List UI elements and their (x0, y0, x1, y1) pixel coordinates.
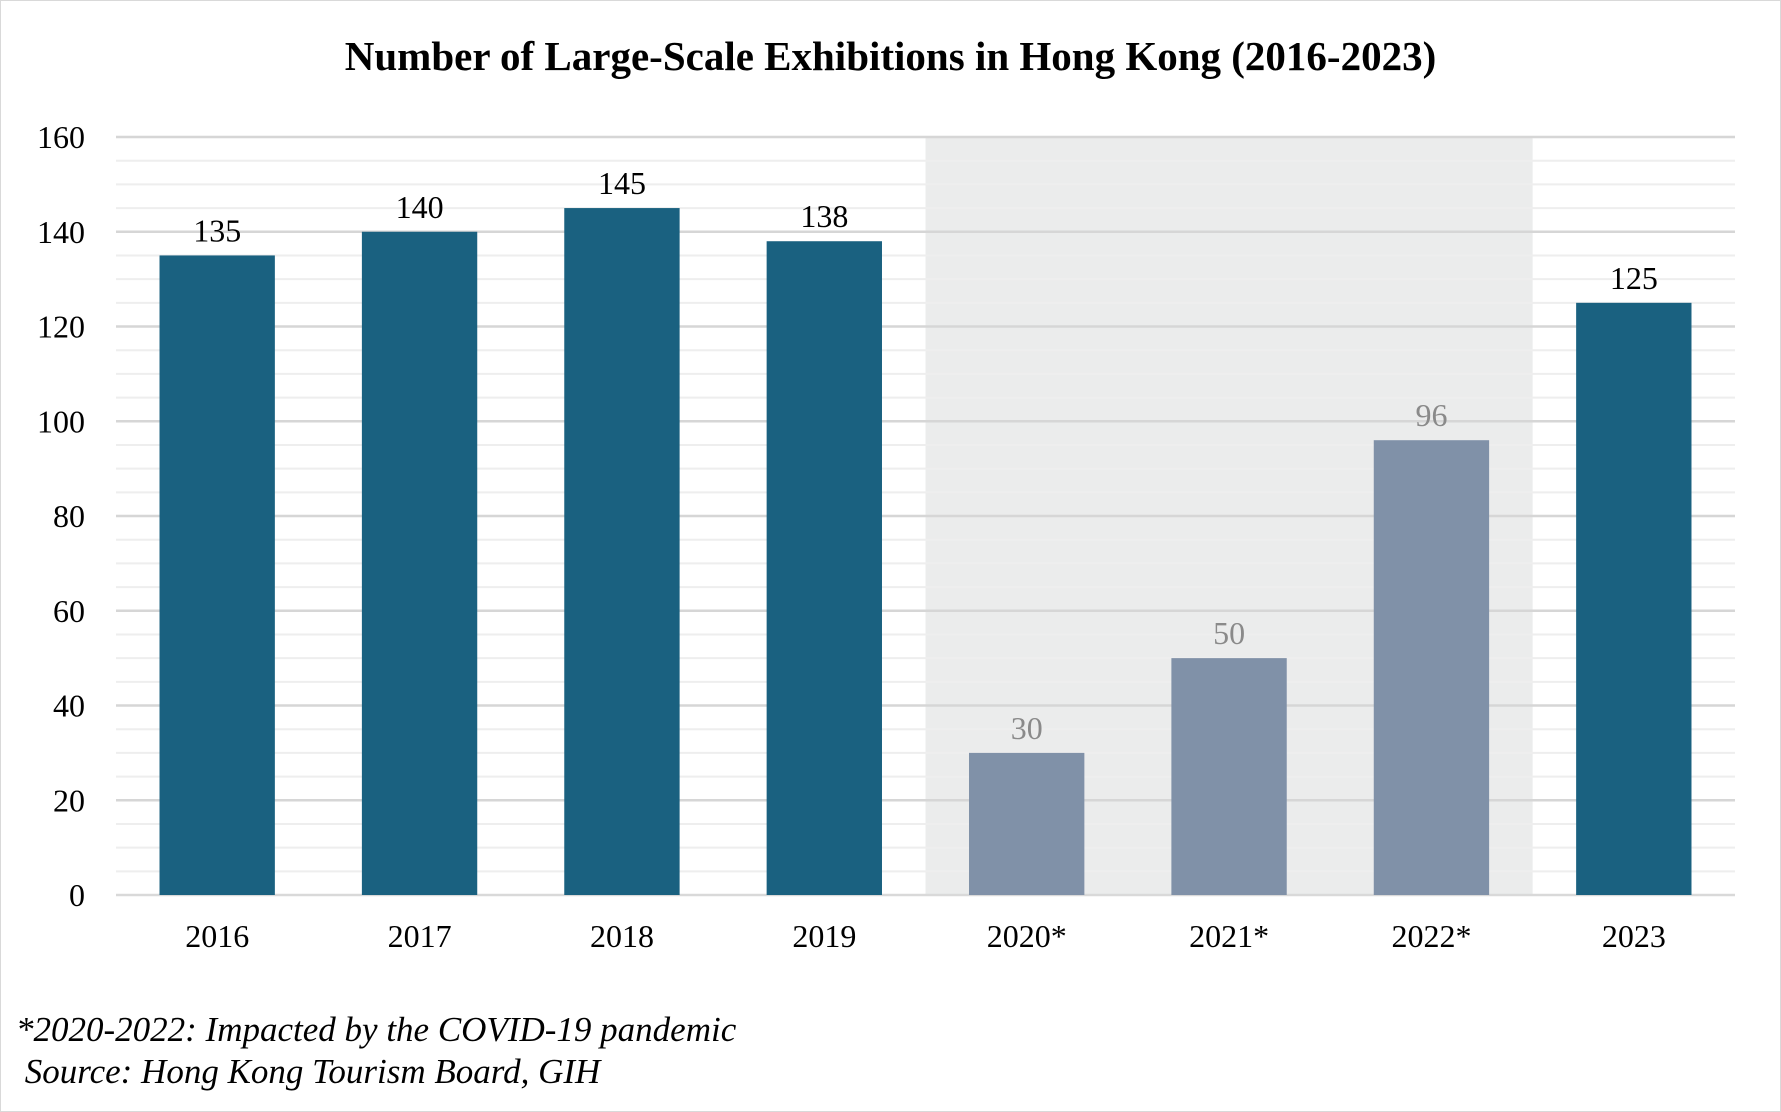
x-tick-label-2020*: 2020* (987, 918, 1067, 954)
data-labels: 135 140 145 138 30 50 96 125 (193, 165, 1658, 746)
data-label-2022*: 96 (1415, 397, 1447, 433)
y-tick-label-100: 100 (37, 403, 85, 439)
x-tick-label-2022*: 2022* (1391, 918, 1471, 954)
y-axis-ticks: 0 20 40 60 80 100 120 140 160 (37, 119, 85, 913)
bars (159, 208, 1692, 896)
y-tick-label-120: 120 (37, 309, 85, 345)
x-axis-ticks: 2016 2017 2018 2019 2020* 2021* 2022* 2023 (185, 918, 1666, 954)
x-tick-label-2023: 2023 (1602, 918, 1666, 954)
data-label-2018: 145 (598, 165, 646, 201)
y-tick-label-80: 80 (53, 498, 85, 534)
bar-2019 (766, 241, 882, 896)
bar-2023 (1576, 302, 1692, 895)
bar-2016 (159, 255, 275, 895)
covid-footnote: *2020-2022: Impacted by the COVID-19 pan… (16, 1010, 737, 1049)
y-tick-label-140: 140 (37, 214, 85, 250)
bar-2018 (564, 208, 680, 895)
x-tick-label-2018: 2018 (590, 918, 654, 954)
bar-2022* (1373, 440, 1490, 895)
data-label-2019: 138 (800, 198, 848, 234)
source-footnote: Source: Hong Kong Tourism Board, GIH (16, 1052, 601, 1091)
y-tick-label-0: 0 (69, 877, 85, 913)
chart-title: Number of Large-Scale Exhibitions in Hon… (344, 33, 1437, 79)
data-label-2023: 125 (1610, 260, 1658, 296)
y-tick-label-40: 40 (53, 688, 85, 724)
bar-2017 (361, 231, 478, 895)
y-tick-label-20: 20 (53, 782, 85, 818)
y-tick-label-160: 160 (37, 119, 85, 155)
bar-2021* (1171, 658, 1287, 895)
x-tick-label-2017: 2017 (388, 918, 452, 954)
data-label-2017: 140 (396, 189, 444, 225)
data-label-2021*: 50 (1213, 615, 1245, 651)
x-tick-label-2019: 2019 (792, 918, 856, 954)
x-tick-label-2021*: 2021* (1189, 918, 1269, 954)
data-label-2016: 135 (193, 212, 241, 248)
x-tick-label-2016: 2016 (185, 918, 249, 954)
bar-2020* (969, 752, 1085, 895)
y-tick-label-60: 60 (53, 593, 85, 629)
data-label-2020*: 30 (1011, 710, 1043, 746)
